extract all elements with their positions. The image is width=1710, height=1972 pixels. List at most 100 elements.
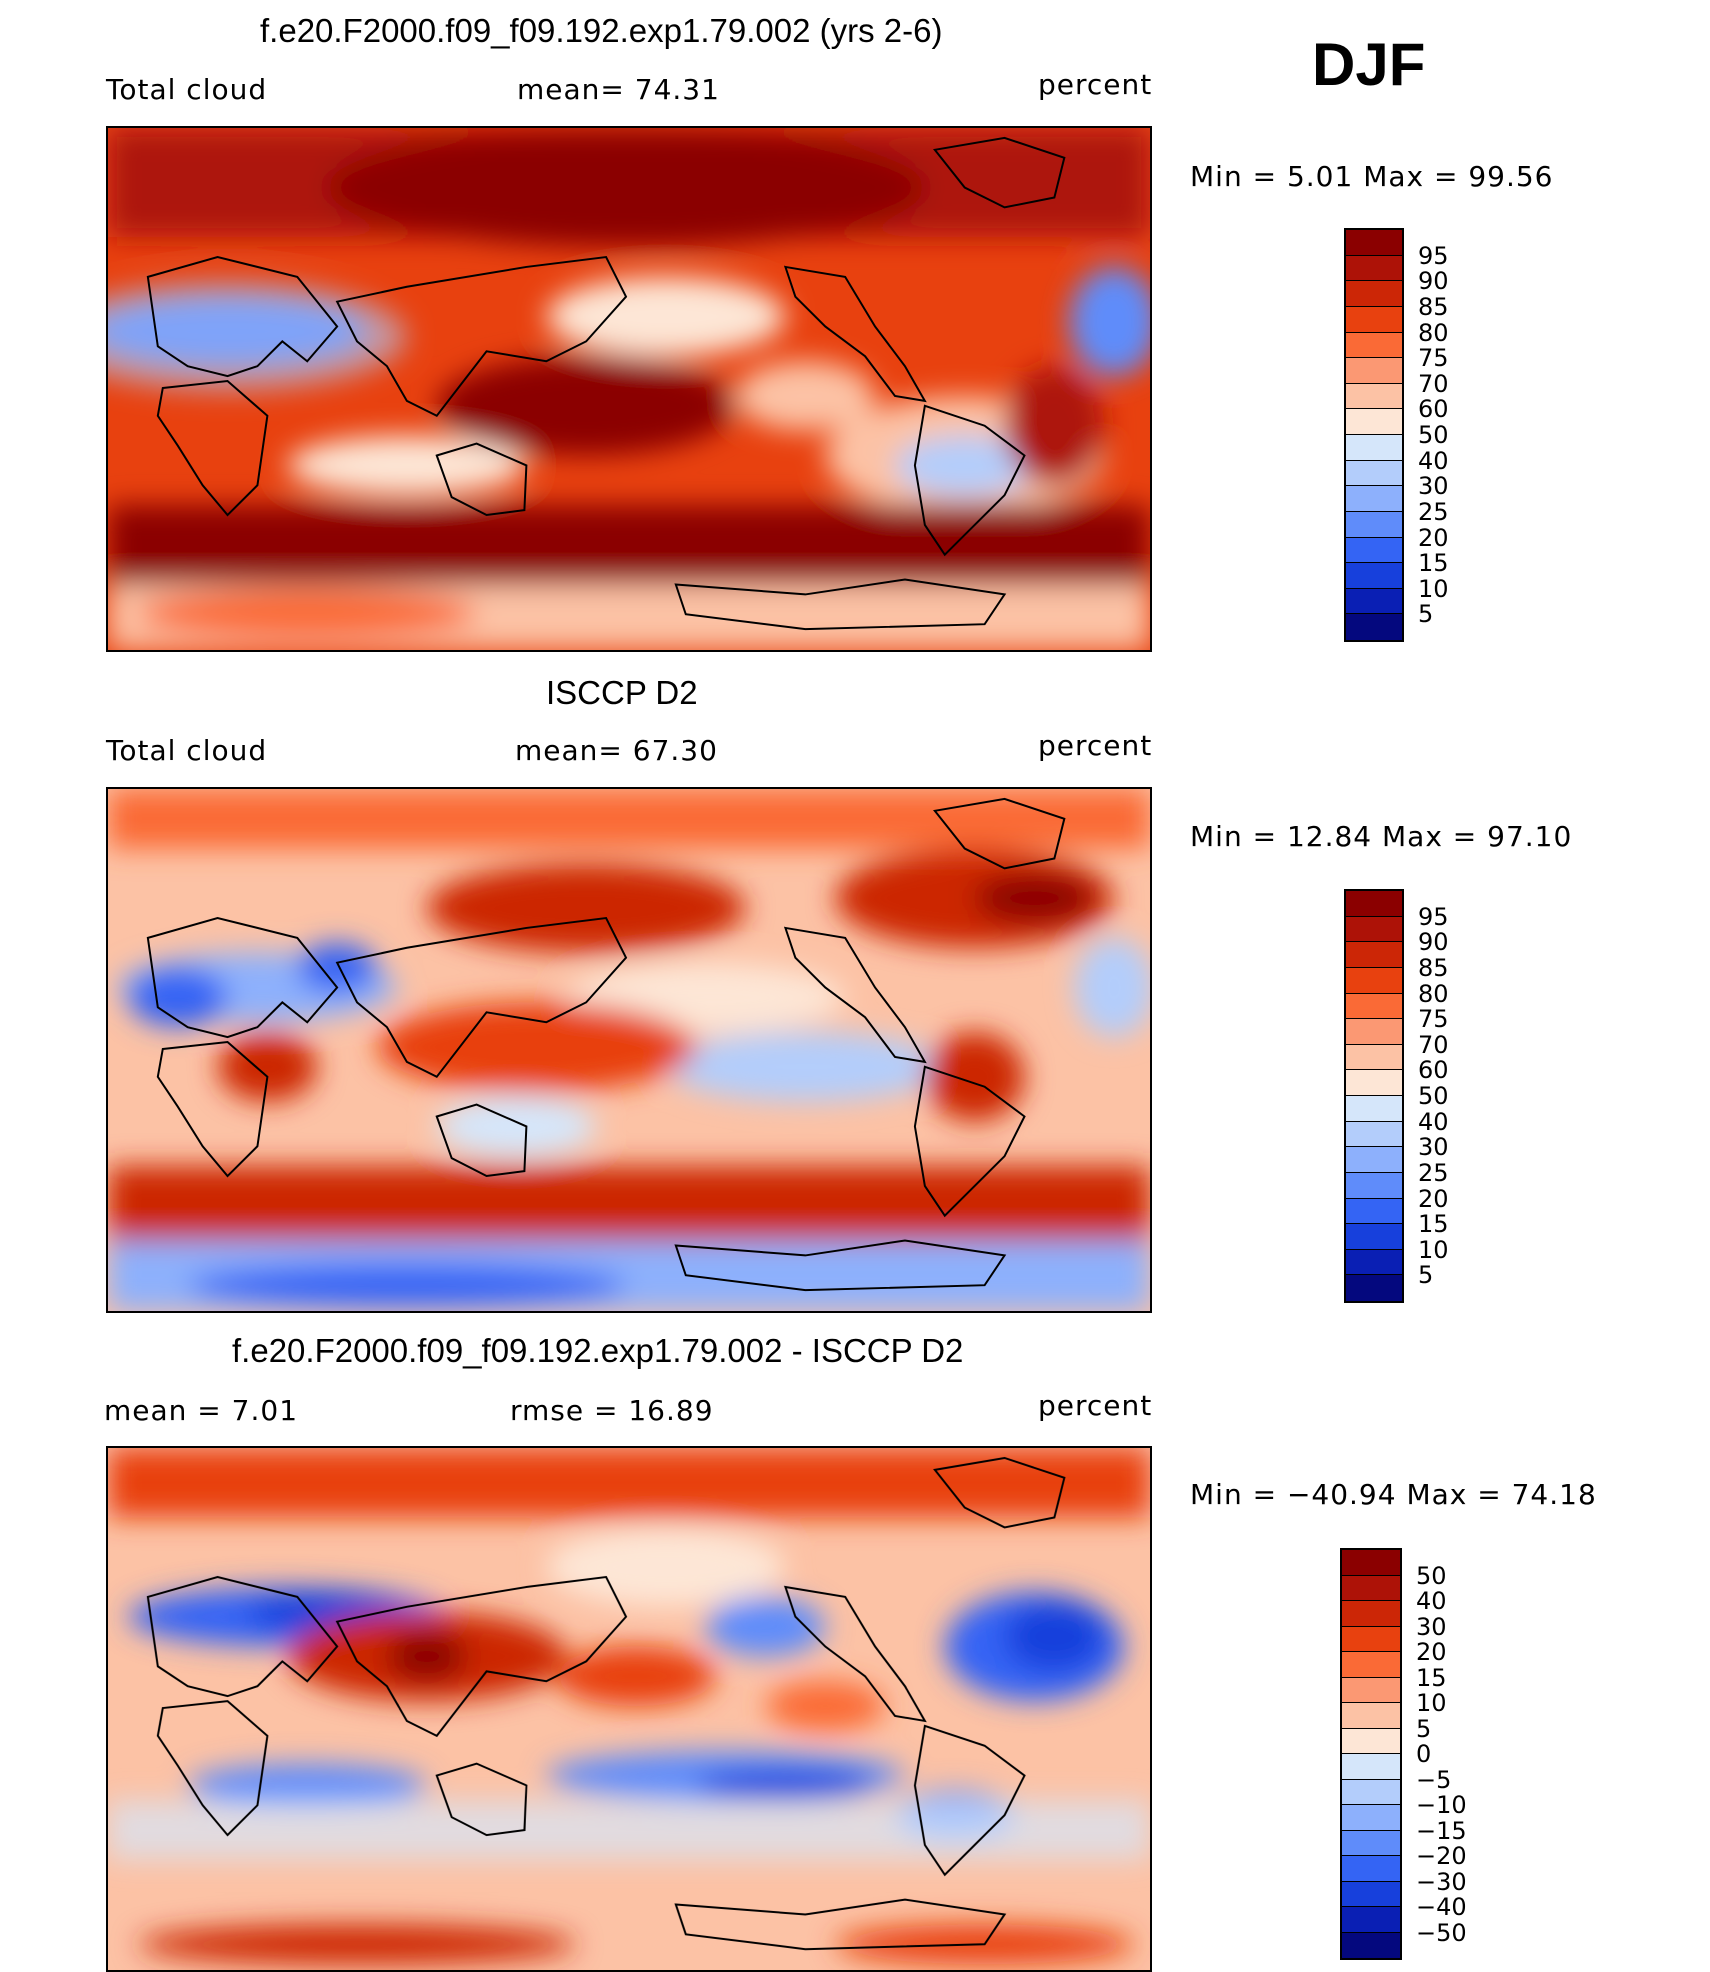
panel-2-units-label: percent	[1038, 729, 1153, 762]
colorbar-tick-label: 50	[1418, 421, 1449, 449]
colorbar-tick-label: 30	[1416, 1612, 1447, 1641]
colorbar-tick-label: 40	[1418, 1107, 1449, 1136]
panel-1-colorbar-boxes	[1344, 228, 1404, 642]
colorbar-tick-label: −30	[1416, 1867, 1467, 1896]
panel-1-coastlines	[146, 136, 1066, 631]
panel-3-map-field	[108, 1448, 1150, 1970]
colorbar-tick-label: 10	[1418, 1235, 1449, 1264]
colorbar-tick-label: 80	[1418, 979, 1449, 1008]
colorbar-swatch	[1346, 332, 1402, 359]
colorbar-swatch	[1346, 1147, 1402, 1173]
colorbar-swatch	[1342, 1601, 1400, 1627]
colorbar-swatch	[1342, 1881, 1400, 1907]
colorbar-tick-label: 20	[1418, 1184, 1449, 1213]
colorbar-swatch	[1346, 891, 1402, 917]
panel-3-coastlines	[146, 1456, 1066, 1951]
panel-2-map	[106, 787, 1152, 1313]
colorbar-swatch	[1346, 306, 1402, 333]
colorbar-tick-label: 15	[1416, 1663, 1447, 1692]
colorbar-tick-label: 10	[1418, 574, 1449, 603]
colorbar-swatch	[1346, 1224, 1402, 1250]
colorbar-tick-label: 5	[1418, 1261, 1434, 1290]
colorbar-swatch	[1346, 1070, 1402, 1096]
panel-3-title: f.e20.F2000.f09_f09.192.exp1.79.002 - IS…	[232, 1332, 964, 1369]
colorbar-tick-label: 20	[1418, 523, 1449, 552]
colorbar-tick-label: 25	[1418, 497, 1449, 526]
colorbar-swatch	[1346, 1019, 1402, 1045]
colorbar-swatch	[1342, 1932, 1400, 1958]
colorbar-swatch	[1346, 1121, 1402, 1148]
panel-1-mean-label: mean= 74.31	[517, 73, 720, 106]
colorbar-swatch	[1342, 1805, 1400, 1831]
colorbar-tick-label: 0	[1416, 1740, 1432, 1768]
panel-2-variable-label: Total cloud	[106, 734, 268, 767]
colorbar-swatch	[1342, 1703, 1400, 1729]
colorbar-swatch	[1346, 1096, 1402, 1122]
colorbar-tick-label: 85	[1418, 292, 1449, 321]
panel-3-mean-label: mean = 7.01	[104, 1394, 299, 1427]
colorbar-swatch	[1342, 1626, 1400, 1652]
season-label: DJF	[1312, 31, 1426, 98]
panel-2-colorbar-boxes	[1344, 889, 1404, 1303]
colorbar-swatch	[1342, 1728, 1400, 1754]
colorbar-swatch	[1346, 537, 1402, 564]
colorbar-tick-label: 90	[1418, 267, 1449, 296]
colorbar-tick-label: 80	[1418, 318, 1449, 347]
colorbar-tick-label: 60	[1418, 1056, 1449, 1085]
panel-3-units-label: percent	[1038, 1389, 1153, 1422]
colorbar-swatch	[1346, 1249, 1402, 1276]
colorbar-swatch	[1346, 1198, 1402, 1225]
colorbar-tick-label: 70	[1418, 369, 1449, 398]
colorbar-tick-label: 95	[1418, 902, 1449, 931]
panel-1-map-field	[108, 128, 1150, 650]
colorbar-swatch	[1342, 1754, 1400, 1780]
colorbar-tick-label: −20	[1416, 1842, 1467, 1870]
panel-3-rmse-label: rmse = 16.89	[510, 1394, 714, 1427]
colorbar-tick-label: −10	[1416, 1791, 1467, 1819]
colorbar-swatch	[1346, 255, 1402, 282]
colorbar-swatch	[1342, 1575, 1400, 1601]
colorbar-swatch	[1346, 230, 1402, 256]
colorbar-swatch	[1346, 1172, 1402, 1199]
colorbar-tick-label: −50	[1416, 1918, 1467, 1947]
colorbar-swatch	[1346, 1275, 1402, 1301]
colorbar-swatch	[1346, 358, 1402, 384]
colorbar-tick-label: 25	[1418, 1158, 1449, 1187]
colorbar-swatch	[1342, 1677, 1400, 1703]
colorbar-tick-label: 75	[1418, 1005, 1449, 1034]
colorbar-swatch	[1342, 1856, 1400, 1882]
panel-3-minmax: Min = −40.94 Max = 74.18	[1190, 1478, 1597, 1511]
colorbar-tick-label: 40	[1418, 446, 1449, 475]
colorbar-tick-label: 95	[1418, 241, 1449, 270]
colorbar-tick-label: 40	[1416, 1587, 1447, 1615]
colorbar-swatch	[1346, 486, 1402, 512]
colorbar-tick-label: 30	[1418, 472, 1449, 501]
colorbar-tick-label: 30	[1418, 1133, 1449, 1162]
colorbar-tick-label: 50	[1418, 1082, 1449, 1110]
colorbar-tick-label: 5	[1416, 1714, 1432, 1743]
panel-1-map	[106, 126, 1152, 652]
panel-1-variable-label: Total cloud	[106, 73, 268, 106]
colorbar-swatch	[1346, 460, 1402, 487]
panel-1-title: f.e20.F2000.f09_f09.192.exp1.79.002 (yrs…	[260, 12, 943, 49]
panel-2-title: ISCCP D2	[546, 674, 698, 711]
panel-3-map	[106, 1446, 1152, 1972]
colorbar-tick-label: 15	[1418, 1210, 1449, 1239]
colorbar-swatch	[1342, 1652, 1400, 1678]
colorbar-swatch	[1346, 614, 1402, 640]
panel-2-minmax: Min = 12.84 Max = 97.10	[1190, 820, 1573, 853]
panel-3-colorbar-boxes	[1340, 1548, 1402, 1960]
colorbar-swatch	[1342, 1830, 1400, 1856]
panel-2-coastlines	[146, 797, 1066, 1292]
colorbar-tick-label: 5	[1418, 600, 1434, 629]
panel-1-units-label: percent	[1038, 68, 1153, 101]
panel-1-minmax: Min = 5.01 Max = 99.56	[1190, 160, 1554, 193]
colorbar-tick-label: 10	[1416, 1689, 1447, 1717]
colorbar-swatch	[1346, 916, 1402, 943]
colorbar-swatch	[1346, 281, 1402, 307]
colorbar-swatch	[1346, 942, 1402, 968]
colorbar-swatch	[1346, 993, 1402, 1020]
colorbar-swatch	[1346, 1044, 1402, 1071]
colorbar-tick-label: 70	[1418, 1030, 1449, 1059]
colorbar-swatch	[1346, 588, 1402, 615]
